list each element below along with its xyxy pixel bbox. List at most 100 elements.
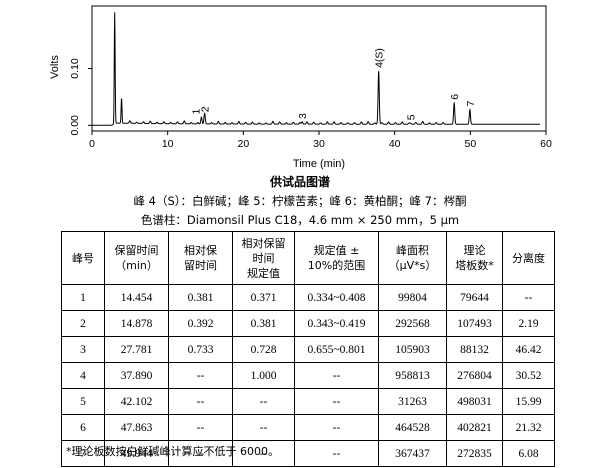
table-cell: 464528: [378, 414, 447, 441]
table-cell: 0.381: [168, 284, 233, 311]
table-cell: 27.781: [104, 336, 169, 363]
table-cell: 4: [61, 362, 105, 389]
peak-label: 7: [465, 101, 477, 107]
peak-identification-note: 峰 4（S）：白鲜碱；峰 5：柠檬苦素；峰 6：黄柏酮；峰 7：梣酮: [133, 194, 467, 208]
table-cell: 6.08: [502, 440, 555, 467]
x-tick-label: 60: [540, 138, 552, 150]
peak-2: 2: [200, 106, 212, 112]
table-cell: --: [232, 414, 295, 441]
column-header: 峰号: [61, 231, 105, 285]
peak-1: 1: [190, 109, 202, 115]
table-cell: 42.102: [104, 388, 169, 415]
y-tick-label: 0.00: [69, 115, 81, 136]
y-axis-label: Volts: [49, 55, 61, 79]
table-cell: 88132: [446, 336, 503, 363]
table-cell: 107493: [446, 310, 503, 337]
table-cell: 292568: [378, 310, 447, 337]
peak-5: 5: [406, 114, 418, 120]
table-cell: 6: [61, 414, 105, 441]
x-tick-label: 40: [389, 138, 401, 150]
column-header: 峰面积 （μV*s）: [378, 231, 447, 285]
table-cell: 958813: [378, 362, 447, 389]
table-cell: 31263: [378, 388, 447, 415]
table-row: 5 42.102 -- -- -- 31263 498031 15.99: [61, 388, 555, 415]
table-cell: --: [168, 440, 233, 467]
chromatogram-trace: [92, 12, 540, 126]
table-cell: --: [502, 284, 555, 311]
peak-label: 2: [200, 106, 212, 112]
table-cell: --: [232, 440, 295, 467]
table-cell: 30.52: [502, 362, 555, 389]
peak-label: 3: [297, 113, 309, 119]
table-body: 1 14.454 0.381 0.371 0.334~0.408 99804 79644 --…: [61, 284, 555, 467]
table-row: 4 37.890 -- 1.000 -- 958813 276804 30.52: [61, 362, 555, 389]
table-cell: 498031: [446, 388, 503, 415]
table-row: 2 14.878 0.392 0.381 0.343~0.419 292568 107493…: [61, 310, 555, 337]
peak-label: 6: [449, 94, 461, 100]
plot-frame: [91, 5, 547, 132]
table-row: 6 47.863 -- -- -- 464528 402821 21.32: [61, 414, 555, 441]
peak-6: 6: [449, 94, 461, 100]
table-cell: 49.944: [104, 440, 169, 467]
peak-3: 3: [297, 113, 309, 119]
table-cell: 0.334~0.408: [294, 284, 379, 311]
peak-label: 5: [406, 114, 418, 120]
peak-4: 4(S): [374, 48, 386, 68]
table-row: 3 27.781 0.733 0.728 0.655~0.801 105903 88132 4…: [61, 336, 555, 363]
column-header: 保留时间 （min）: [104, 231, 169, 285]
peak-marks: 12 3 4(S) 5 67: [190, 48, 477, 120]
x-axis-label: Time (min): [293, 158, 345, 170]
column-header: 分离度: [502, 231, 555, 285]
table-cell: 14.878: [104, 310, 169, 337]
table-cell: 402821: [446, 414, 503, 441]
table-cell: --: [168, 414, 233, 441]
table-cell: 0.371: [232, 284, 295, 311]
table-cell: 1: [61, 284, 105, 311]
column-header: 相对保留 时间 规定值: [232, 231, 295, 285]
table-cell: --: [294, 440, 379, 467]
column-note: 色谱柱：Diamonsil Plus C18，4.6 mm × 250 mm，5…: [140, 213, 460, 227]
table-row: 7 49.944 -- -- -- 367437 272835 6.08: [61, 440, 555, 467]
table-cell: 272835: [446, 440, 503, 467]
table-cell: --: [294, 414, 379, 441]
chromatogram-chart: 0 10 20 30 40 50 60 0.00 0.10 Time (min) Volts 12 3…: [49, 5, 552, 170]
table-cell: 105903: [378, 336, 447, 363]
peak-7: 7: [465, 101, 477, 107]
table-cell: --: [168, 362, 233, 389]
column-header: 理论 塔板数*: [446, 231, 503, 285]
table-cell: 37.890: [104, 362, 169, 389]
y-tick-label: 0.10: [69, 58, 81, 79]
table-cell: 0.728: [232, 336, 295, 363]
table-cell: 367437: [378, 440, 447, 467]
table-cell: --: [168, 388, 233, 415]
peak-label: 4(S): [374, 48, 386, 68]
table-row: 1 14.454 0.381 0.371 0.334~0.408 99804 79644 --: [61, 284, 555, 311]
x-tick-label: 50: [464, 138, 476, 150]
table-cell: 7: [61, 440, 105, 467]
footnote: *理论板数按白鲜碱峰计算应不低于 6000。: [66, 445, 279, 458]
x-tick-label: 30: [313, 138, 325, 150]
x-tick-label: 20: [237, 138, 249, 150]
column-header: 规定值 ±10%的范围: [294, 231, 379, 285]
table-cell: 21.32: [502, 414, 555, 441]
table-cell: 15.99: [502, 388, 555, 415]
table-cell: 99804: [378, 284, 447, 311]
table-cell: 5: [61, 388, 105, 415]
peak-label: 1: [190, 109, 202, 115]
table-cell: 1.000: [232, 362, 295, 389]
x-tick-label: 10: [162, 138, 174, 150]
figure-title: 供试品图谱: [269, 175, 330, 189]
column-header: 相对保 留时间: [168, 231, 233, 285]
table-cell: 0.655~0.801: [294, 336, 379, 363]
table-cell: 47.863: [104, 414, 169, 441]
table-cell: 276804: [446, 362, 503, 389]
table-cell: 2: [61, 310, 105, 337]
chart-axes: 0 10 20 30 40 50 60 0.00 0.10 Time (min) Volts: [49, 5, 552, 170]
table-cell: 0.392: [168, 310, 233, 337]
table-cell: 3: [61, 336, 105, 363]
table-cell: 79644: [446, 284, 503, 311]
table-cell: 0.381: [232, 310, 295, 337]
table-cell: 14.454: [104, 284, 169, 311]
table-cell: 2.19: [502, 310, 555, 337]
table-cell: 46.42: [502, 336, 555, 363]
